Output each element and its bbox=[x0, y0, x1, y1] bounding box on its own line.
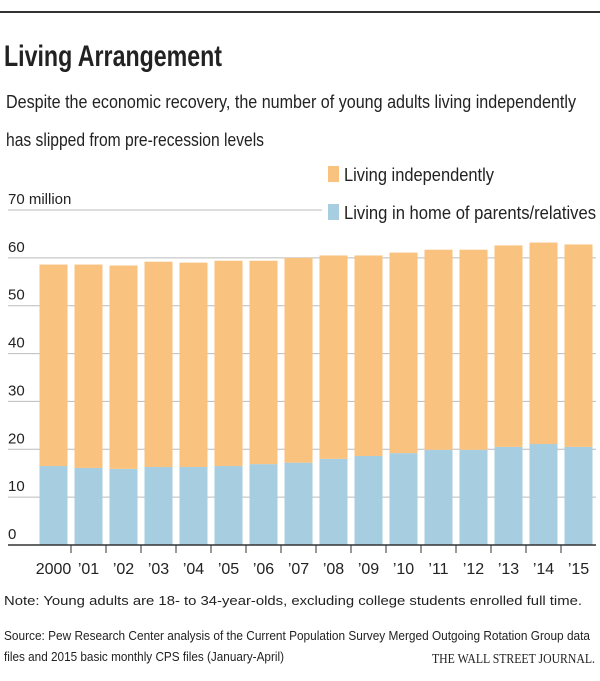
legend-swatch bbox=[328, 166, 339, 182]
note: Note: Young adults are 18- to 34-year-ol… bbox=[4, 593, 582, 608]
bar-segment bbox=[284, 257, 313, 463]
chart-title: Living Arrangement bbox=[4, 40, 222, 73]
y-tick-label: 30 bbox=[8, 382, 25, 399]
x-tick-label: ’07 bbox=[288, 561, 309, 578]
legend-label: Living independently bbox=[344, 165, 494, 185]
x-tick-label: ’08 bbox=[323, 561, 344, 578]
bar-segment bbox=[39, 264, 68, 467]
bar-segment bbox=[459, 449, 488, 545]
bar-segment bbox=[354, 455, 383, 545]
bar-segment bbox=[109, 265, 138, 469]
bar-segment bbox=[319, 255, 348, 459]
bar-segment bbox=[214, 260, 243, 467]
bar-segment bbox=[529, 444, 558, 545]
bar-segment bbox=[74, 264, 103, 468]
y-tick-label: 50 bbox=[8, 287, 25, 304]
x-tick-label: ’10 bbox=[393, 561, 414, 578]
y-tick-label: 10 bbox=[8, 478, 25, 495]
bar-segment bbox=[424, 449, 453, 545]
bar-segment bbox=[284, 462, 313, 545]
x-tick-label: ’13 bbox=[498, 561, 519, 578]
bar-segment bbox=[319, 458, 348, 545]
bar-segment bbox=[74, 467, 103, 545]
bar-segment bbox=[354, 255, 383, 456]
x-tick-label: ’02 bbox=[113, 561, 134, 578]
bar-segment bbox=[214, 466, 243, 545]
bar-segment bbox=[564, 446, 593, 545]
x-tick-label: ’09 bbox=[358, 561, 379, 578]
subtitle: has slipped from pre-recession levels bbox=[6, 130, 264, 150]
x-tick-label: ’03 bbox=[148, 561, 169, 578]
x-tick-label: ’11 bbox=[428, 561, 448, 578]
x-tick-label: ’04 bbox=[183, 561, 204, 578]
bar-segment bbox=[459, 249, 488, 450]
x-tick-label: ’12 bbox=[463, 561, 484, 578]
bar-segment bbox=[109, 468, 138, 545]
x-tick-label: 2000 bbox=[36, 561, 72, 578]
y-tick-label: 20 bbox=[8, 430, 25, 447]
y-tick-label: 60 bbox=[8, 239, 25, 256]
publisher: THE WALL STREET JOURNAL. bbox=[432, 652, 595, 667]
source: Source: Pew Research Center analysis of … bbox=[4, 628, 591, 643]
bar-segment bbox=[144, 466, 173, 545]
subtitle: Despite the economic recovery, the numbe… bbox=[6, 92, 576, 112]
bar-segment bbox=[249, 464, 278, 545]
bar-segment bbox=[39, 466, 68, 545]
bar-segment bbox=[529, 242, 558, 445]
y-tick-label: 40 bbox=[8, 335, 25, 352]
bar-segment bbox=[144, 261, 173, 467]
bar-segment bbox=[179, 466, 208, 545]
x-tick-label: ’14 bbox=[533, 561, 554, 578]
bar-segment bbox=[389, 252, 418, 454]
legend-label: Living in home of parents/relatives bbox=[344, 203, 596, 223]
bar-segment bbox=[179, 262, 208, 467]
source: files and 2015 basic monthly CPS files (… bbox=[4, 649, 284, 664]
bar-segment bbox=[424, 249, 453, 450]
x-tick-label: ’05 bbox=[218, 561, 239, 578]
x-tick-label: ’01 bbox=[78, 561, 99, 578]
bar-segment bbox=[494, 245, 523, 447]
legend-swatch bbox=[328, 204, 339, 220]
y-tick-label: 70 million bbox=[8, 191, 71, 208]
x-tick-label: ’15 bbox=[568, 561, 589, 578]
bar-segment bbox=[249, 260, 278, 465]
legend-background bbox=[322, 160, 600, 228]
bar-segment bbox=[564, 244, 593, 447]
y-tick-label: 0 bbox=[8, 526, 16, 543]
x-tick-label: ’06 bbox=[253, 561, 274, 578]
bar-segment bbox=[389, 453, 418, 545]
bar-segment bbox=[494, 446, 523, 545]
